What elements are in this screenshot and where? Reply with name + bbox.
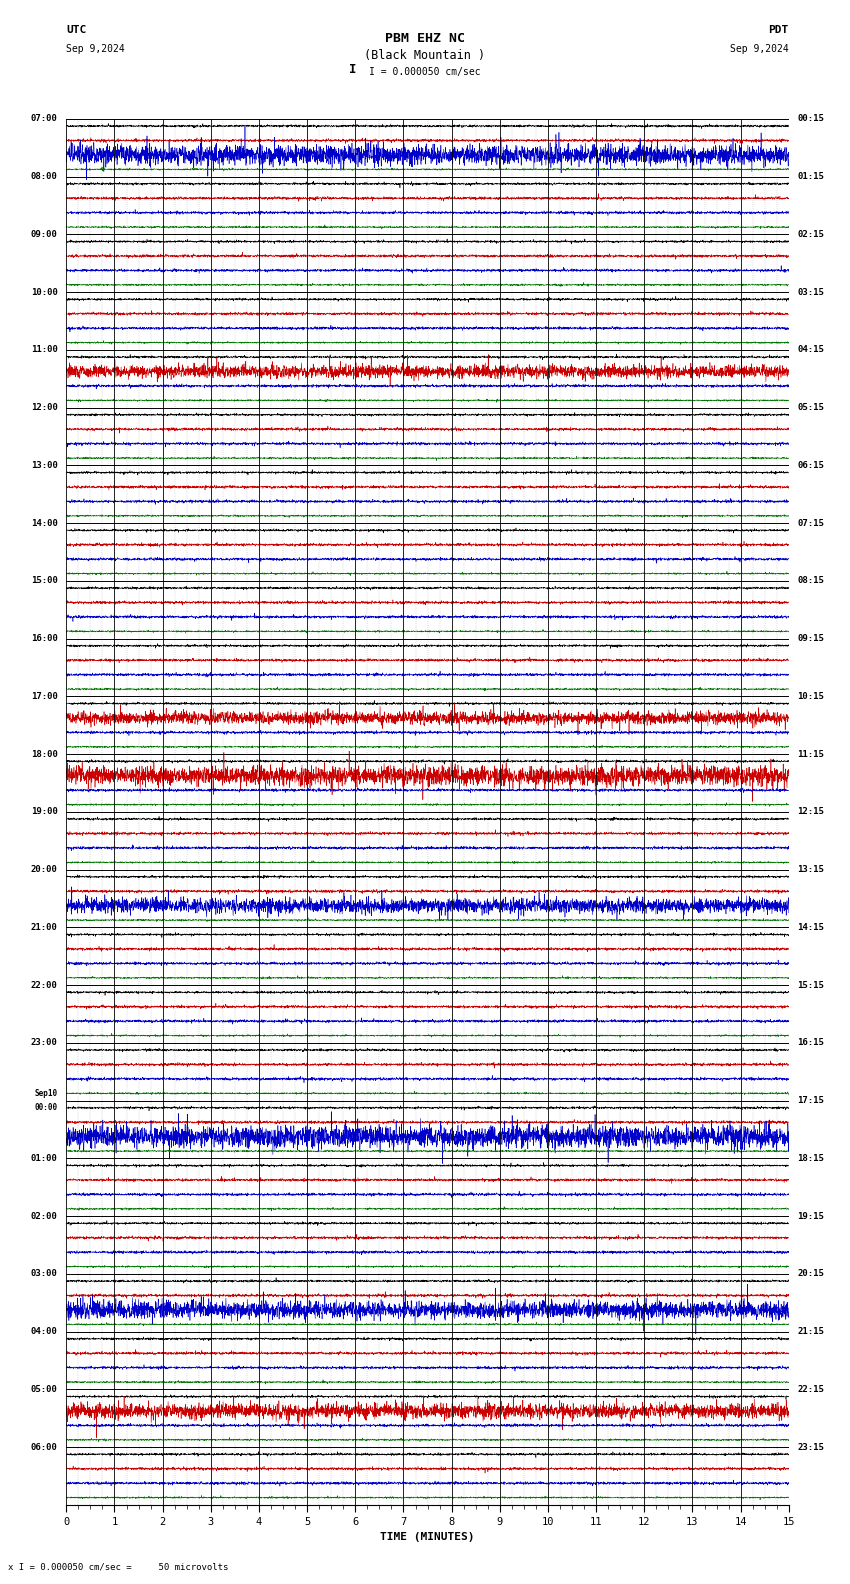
Text: 01:15: 01:15 [797, 173, 824, 181]
Text: I = 0.000050 cm/sec: I = 0.000050 cm/sec [369, 67, 481, 76]
Text: 02:00: 02:00 [31, 1212, 58, 1221]
Text: 07:15: 07:15 [797, 518, 824, 527]
Text: 10:15: 10:15 [797, 692, 824, 700]
Text: 22:15: 22:15 [797, 1384, 824, 1394]
Text: 00:15: 00:15 [797, 114, 824, 124]
Text: 11:15: 11:15 [797, 749, 824, 759]
Text: 05:00: 05:00 [31, 1384, 58, 1394]
Text: UTC: UTC [66, 25, 87, 35]
X-axis label: TIME (MINUTES): TIME (MINUTES) [380, 1532, 475, 1543]
Text: 06:15: 06:15 [797, 461, 824, 470]
Text: 16:15: 16:15 [797, 1038, 824, 1047]
Text: 20:00: 20:00 [31, 865, 58, 874]
Text: 12:00: 12:00 [31, 402, 58, 412]
Text: 23:00: 23:00 [31, 1038, 58, 1047]
Text: 20:15: 20:15 [797, 1269, 824, 1278]
Text: 22:00: 22:00 [31, 980, 58, 990]
Text: 09:00: 09:00 [31, 230, 58, 239]
Text: 23:15: 23:15 [797, 1443, 824, 1451]
Text: 01:00: 01:00 [31, 1153, 58, 1163]
Text: 19:00: 19:00 [31, 808, 58, 816]
Text: 02:15: 02:15 [797, 230, 824, 239]
Text: 18:00: 18:00 [31, 749, 58, 759]
Text: 13:15: 13:15 [797, 865, 824, 874]
Text: PDT: PDT [768, 25, 789, 35]
Text: 07:00: 07:00 [31, 114, 58, 124]
Text: Sep 9,2024: Sep 9,2024 [66, 44, 125, 54]
Text: 03:15: 03:15 [797, 288, 824, 296]
Text: 06:00: 06:00 [31, 1443, 58, 1451]
Text: 19:15: 19:15 [797, 1212, 824, 1221]
Text: 00:00: 00:00 [35, 1104, 58, 1112]
Text: 17:00: 17:00 [31, 692, 58, 700]
Text: 10:00: 10:00 [31, 288, 58, 296]
Text: 08:15: 08:15 [797, 577, 824, 586]
Text: 03:00: 03:00 [31, 1269, 58, 1278]
Text: 09:15: 09:15 [797, 634, 824, 643]
Text: 04:15: 04:15 [797, 345, 824, 355]
Text: I: I [349, 63, 356, 76]
Text: PBM EHZ NC: PBM EHZ NC [385, 32, 465, 44]
Text: 21:15: 21:15 [797, 1327, 824, 1335]
Text: 04:00: 04:00 [31, 1327, 58, 1335]
Text: x I = 0.000050 cm/sec =     50 microvolts: x I = 0.000050 cm/sec = 50 microvolts [8, 1562, 229, 1571]
Text: 16:00: 16:00 [31, 634, 58, 643]
Text: 15:00: 15:00 [31, 577, 58, 586]
Text: 14:00: 14:00 [31, 518, 58, 527]
Text: 13:00: 13:00 [31, 461, 58, 470]
Text: 08:00: 08:00 [31, 173, 58, 181]
Text: (Black Mountain ): (Black Mountain ) [365, 49, 485, 62]
Text: Sep 9,2024: Sep 9,2024 [730, 44, 789, 54]
Text: 18:15: 18:15 [797, 1153, 824, 1163]
Text: 11:00: 11:00 [31, 345, 58, 355]
Text: 14:15: 14:15 [797, 923, 824, 931]
Text: Sep10: Sep10 [35, 1088, 58, 1098]
Text: 12:15: 12:15 [797, 808, 824, 816]
Text: 15:15: 15:15 [797, 980, 824, 990]
Text: 05:15: 05:15 [797, 402, 824, 412]
Text: 21:00: 21:00 [31, 923, 58, 931]
Text: 17:15: 17:15 [797, 1096, 824, 1106]
